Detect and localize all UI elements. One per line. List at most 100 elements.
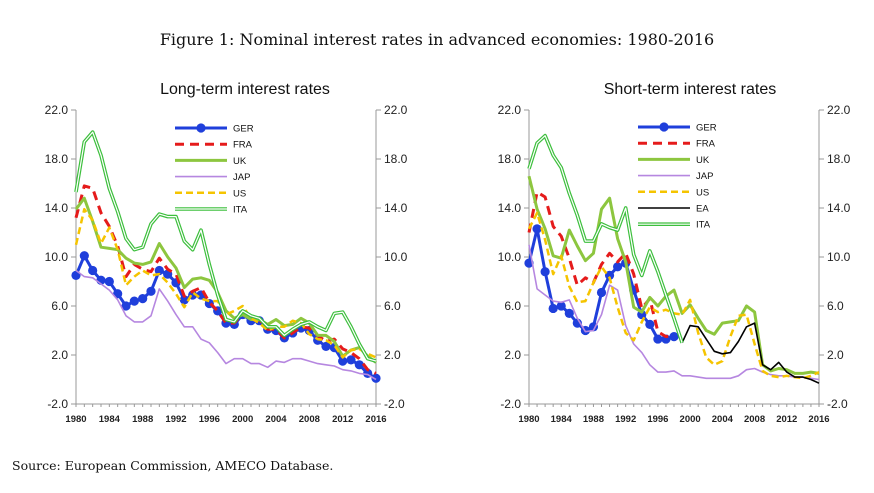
legend-label-jap: JAP (696, 171, 713, 182)
x-tick-label: 1980 (518, 414, 539, 425)
y-tick-label-right: 22.0 (384, 103, 408, 117)
x-tick-label: 1992 (615, 414, 636, 425)
chart-title: Short-term interest rates (604, 81, 777, 98)
x-tick-label: 2008 (299, 414, 320, 425)
figure-title: Figure 1: Nominal interest rates in adva… (159, 30, 715, 49)
y-tick-label-left: 2.0 (504, 348, 521, 362)
x-tick-label: 1980 (65, 414, 86, 425)
x-tick-label: 1984 (551, 414, 573, 425)
y-tick-label-left: 14.0 (45, 201, 69, 215)
data-point-ger (88, 265, 98, 276)
y-tick-label-left: 6.0 (51, 299, 68, 313)
y-tick-label-right: 22.0 (827, 103, 851, 117)
data-point-ger (371, 373, 381, 383)
x-tick-label: 1988 (132, 414, 153, 425)
x-tick-label: 2016 (808, 414, 829, 425)
data-point-ger (338, 356, 348, 366)
y-tick-label-left: 6.0 (504, 299, 521, 313)
y-tick-label-right: 14.0 (827, 201, 851, 215)
y-tick-label-right: 6.0 (384, 299, 401, 313)
legend-marker-ger (196, 123, 206, 133)
legend-label-us: US (696, 187, 709, 198)
data-point-ger (121, 301, 131, 311)
data-point-ger (604, 270, 615, 280)
chart-legend: GER FRA UK JAP US ITA (175, 123, 254, 216)
y-tick-label-right: -2.0 (827, 397, 848, 411)
x-tick-label: 2004 (265, 414, 287, 425)
data-point-ger (146, 286, 156, 296)
chart-legend: GER FRA UK JAP US EA ITA (638, 122, 717, 231)
x-tick-label: 1996 (199, 414, 220, 425)
legend-label-fra: FRA (233, 140, 253, 151)
data-point-ger (613, 262, 623, 272)
y-tick-label-left: 2.0 (51, 348, 68, 362)
data-point-ger (354, 360, 364, 370)
data-point-ger (129, 296, 139, 306)
y-tick-label-right: -2.0 (384, 397, 405, 411)
series-line-uk (527, 175, 820, 375)
y-tick-label-left: 22.0 (45, 103, 69, 117)
y-tick-label-left: 18.0 (498, 152, 522, 166)
legend-label-ita: ITA (233, 205, 248, 216)
series-line-jap (528, 244, 820, 381)
x-tick-label: 2016 (365, 414, 386, 425)
x-tick-label: 1996 (647, 414, 668, 425)
y-tick-label-right: 2.0 (384, 348, 401, 362)
data-point-ger (540, 267, 550, 277)
y-tick-label-left: 22.0 (498, 103, 522, 117)
legend-label-uk: UK (233, 156, 247, 167)
x-tick-label: 2000 (680, 414, 701, 425)
legend-label-ger: GER (696, 123, 717, 134)
legend-label-uk: UK (696, 155, 710, 166)
y-tick-label-left: 18.0 (45, 152, 69, 166)
legend-label-jap: JAP (233, 172, 250, 183)
series-line-jap (75, 269, 377, 381)
legend-label-ita: ITA (696, 220, 711, 231)
data-point-ger (104, 276, 114, 287)
x-tick-label: 2000 (232, 414, 253, 425)
legend-label-us: US (233, 188, 246, 199)
data-point-ger (79, 251, 89, 261)
y-tick-label-right: 2.0 (827, 348, 844, 362)
legend-label-ea: EA (696, 204, 709, 215)
legend-marker-ger (659, 122, 669, 132)
long-term-rates-chart: Long-term interest rates -2.0 -2.0 2.0 2.0 6.… (45, 81, 408, 425)
data-point-ger (548, 303, 558, 314)
series-line-uk (74, 196, 377, 364)
data-point-ger (556, 301, 566, 311)
y-tick-label-left: -2.0 (500, 397, 521, 411)
data-point-ger (596, 287, 607, 298)
data-point-ger (321, 341, 331, 352)
x-tick-label: 2012 (332, 414, 353, 425)
short-term-rates-chart: Short-term interest rates -2.0 -2.0 2.0 2.0 6… (498, 81, 851, 425)
x-tick-label: 1992 (165, 414, 186, 425)
y-tick-label-right: 6.0 (827, 299, 844, 313)
data-point-ger (154, 265, 164, 276)
legend-label-fra: FRA (696, 139, 716, 150)
x-tick-label: 1988 (583, 414, 604, 425)
y-tick-label-left: -2.0 (47, 397, 68, 411)
series-line-ita (75, 131, 377, 362)
data-point-ger (179, 295, 189, 305)
y-tick-label-right: 10.0 (384, 250, 408, 264)
x-tick-label: 2004 (712, 414, 734, 425)
legend-label-ger: GER (233, 124, 254, 135)
source-note: Source: European Commission, AMECO Datab… (12, 458, 334, 473)
y-tick-label-right: 18.0 (827, 152, 851, 166)
data-point-ger (564, 308, 574, 318)
data-point-ger (532, 224, 542, 234)
y-tick-label-right: 10.0 (827, 250, 851, 264)
data-point-ger (669, 332, 679, 342)
x-tick-label: 2008 (744, 414, 765, 425)
series-line-fra (74, 184, 377, 375)
data-point-ger (138, 294, 148, 304)
data-point-ger (346, 355, 356, 365)
chart-title: Long-term interest rates (160, 81, 330, 98)
series-line-ita (528, 135, 683, 343)
y-tick-label-left: 10.0 (45, 250, 69, 264)
x-tick-label: 1984 (99, 414, 121, 425)
y-tick-label-right: 18.0 (384, 152, 408, 166)
data-point-ger (653, 334, 663, 344)
y-tick-label-left: 14.0 (498, 201, 522, 215)
series-line-ea (681, 322, 820, 384)
